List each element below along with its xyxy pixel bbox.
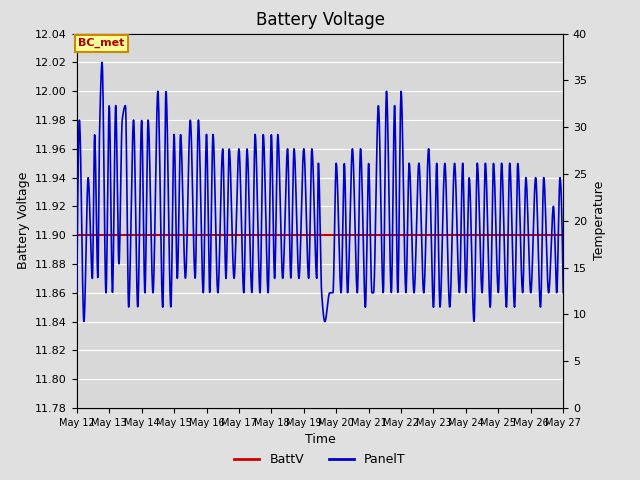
Y-axis label: Temperature: Temperature [593, 181, 605, 261]
X-axis label: Time: Time [305, 433, 335, 446]
Legend: BattV, PanelT: BattV, PanelT [229, 448, 411, 471]
Title: Battery Voltage: Battery Voltage [255, 11, 385, 29]
Text: BC_met: BC_met [79, 38, 125, 48]
Y-axis label: Battery Voltage: Battery Voltage [17, 172, 29, 269]
